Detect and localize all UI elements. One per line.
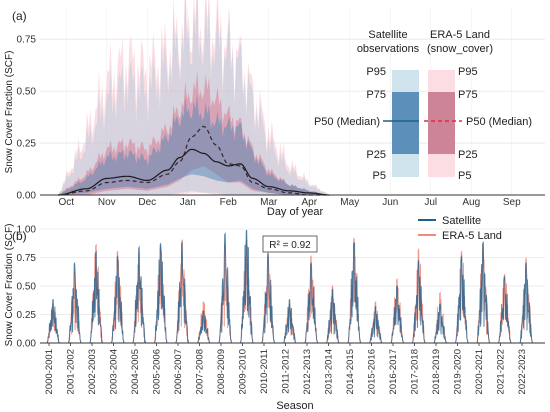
panel-a-y-label: Snow Cover Fraction (SCF) — [4, 51, 15, 174]
panel-b-x-tick-label: 2014-2015 — [345, 349, 356, 394]
panel-b-x-label: Season — [276, 400, 313, 412]
panel-b-x-tick-label: 2012-2013 — [302, 349, 313, 394]
legend-left-p25: P25 — [366, 149, 386, 161]
panel-a-x-tick-label: Oct — [58, 197, 74, 208]
panel-b-x-tick-label: 2003-2004 — [109, 349, 120, 394]
panel-b-y-tick-label: 0.00 — [17, 339, 37, 350]
panel-a-y-tick-label: 0.50 — [17, 87, 37, 98]
panel-b-x-tick-label: 2008-2009 — [216, 349, 227, 394]
panel-a-x-tick-label: Aug — [462, 197, 480, 208]
panel-b-x-ticks: 2000-2001 2001-2002 2002-2003 2003-2004 2004… — [44, 343, 528, 394]
legend-left-p50: P50 (Median) — [314, 116, 380, 128]
panel-b-x-tick-label: 2017-2018 — [410, 349, 421, 394]
panel-b-y-tick-label: 0.50 — [17, 282, 37, 293]
panel-b-legend: Satellite ERA-5 Land — [418, 215, 502, 242]
panel-b-x-tick-label: 2022-2023 — [517, 349, 528, 394]
legend-title-satellite-line2: observations — [357, 43, 420, 55]
panel-a-x-ticks: Oct Nov Dec Jan Feb Mar Apr May Jun Jul Aug Sep — [58, 197, 521, 208]
panel-b-x-tick-label: 2013-2014 — [324, 349, 335, 394]
panel-b-r2-annotation: R² = 0.92 — [262, 235, 318, 253]
panel-b-x-tick-label: 2011-2012 — [281, 349, 292, 394]
legend-era5-p25-p75-box — [428, 92, 455, 154]
panel-a-percentile-legend: Satellite observations ERA-5 Land (snow_… — [314, 29, 532, 182]
legend-right-p75: P75 — [458, 89, 478, 101]
satellite-median-line — [58, 148, 330, 196]
panel-a-x-tick-label: Jan — [180, 197, 196, 208]
panel-a-y-ticks: 0.00 0.25 0.50 0.75 — [17, 35, 37, 202]
panel-b-x-tick-label: 2007-2008 — [195, 349, 206, 394]
panel-a-x-tick-label: Jul — [424, 197, 437, 208]
panel-a-median-lines — [58, 125, 330, 196]
satellite-p25-p75-band — [58, 93, 330, 195]
legend-right-p95: P95 — [458, 66, 478, 78]
panel-a-label: (a) — [12, 9, 27, 23]
panel-b-y-tick-label: 0.25 — [17, 310, 37, 321]
panel-a-y-tick-label: 0.25 — [17, 139, 37, 150]
panel-a-percentile-bands — [58, 0, 330, 195]
panel-b-y-tick-label: 1.00 — [17, 225, 37, 236]
legend-left-p75: P75 — [366, 89, 386, 101]
panel-b-x-tick-label: 2021-2022 — [496, 349, 507, 394]
panel-b-x-tick-label: 2016-2017 — [388, 349, 399, 394]
legend-right-p50: P50 (Median) — [466, 116, 532, 128]
panel-b-x-tick-label: 2006-2007 — [173, 349, 184, 394]
legend-label-satellite: Satellite — [442, 215, 481, 227]
panel-b-x-tick-label: 2004-2005 — [130, 349, 141, 394]
panel-a-y-tick-label: 0.75 — [17, 35, 37, 46]
panel-a-grid — [40, 8, 545, 196]
panel-a: 0.00 0.25 0.50 0.75 Oct Nov Dec Jan Feb Mar Apr Ma… — [4, 0, 545, 218]
panel-a-x-tick-label: Apr — [301, 197, 317, 208]
panel-b-label: (b) — [12, 229, 27, 243]
panel-b-x-tick-label: 2000-2001 — [44, 349, 55, 394]
panel-b-x-tick-label: 2018-2019 — [431, 349, 442, 394]
panel-b-x-tick-label: 2002-2003 — [87, 349, 98, 394]
panel-b-y-tick-label: 0.75 — [17, 253, 37, 264]
legend-title-era5-line2: (snow_cover) — [427, 43, 493, 55]
panel-a-x-tick-label: Dec — [138, 197, 156, 208]
panel-a-y-tick-label: 0.00 — [17, 191, 37, 202]
panel-b-x-tick-label: 2015-2016 — [367, 349, 378, 394]
legend-left-p95: P95 — [366, 66, 386, 78]
panel-b-y-ticks: 0.00 0.25 0.50 0.75 1.00 — [17, 225, 37, 350]
era5-median-line — [58, 125, 330, 196]
legend-title-era5-line1: ERA-5 Land — [430, 29, 490, 41]
panel-a-x-tick-label: Nov — [98, 197, 116, 208]
panel-b-x-tick-label: 2020-2021 — [474, 349, 485, 394]
panel-a-x-tick-label: May — [340, 197, 359, 208]
r2-annotation-text: R² = 0.92 — [269, 240, 311, 251]
legend-right-p5: P5 — [458, 170, 471, 182]
r2-annotation-box — [262, 235, 318, 253]
legend-right-p25: P25 — [458, 149, 478, 161]
panel-b-x-tick-label: 2019-2020 — [453, 349, 464, 394]
legend-title-satellite-line1: Satellite — [368, 29, 407, 41]
panel-b-y-label: Snow Cover Fraction (SCF) — [4, 224, 15, 347]
panel-b-x-tick-label: 2010-2011 — [259, 349, 270, 394]
legend-label-era5: ERA-5 Land — [442, 230, 502, 242]
panel-b-x-tick-label: 2009-2010 — [238, 349, 249, 394]
legend-left-p5: P5 — [373, 170, 386, 182]
panel-a-x-tick-label: Mar — [260, 197, 278, 208]
panel-a-x-tick-label: Sep — [503, 197, 521, 208]
panel-a-x-tick-label: Feb — [220, 197, 238, 208]
legend-satellite-p25-p75-box — [392, 92, 419, 154]
panel-a-x-label: Day of year — [267, 206, 324, 218]
panel-b-x-tick-label: 2005-2006 — [152, 349, 163, 394]
panel-b-x-tick-label: 2001-2002 — [66, 349, 77, 394]
panel-b: 0.000.250.500.751.00 2000-2001 2001-2002 2… — [4, 215, 545, 412]
panel-a-x-tick-label: Jun — [382, 197, 398, 208]
